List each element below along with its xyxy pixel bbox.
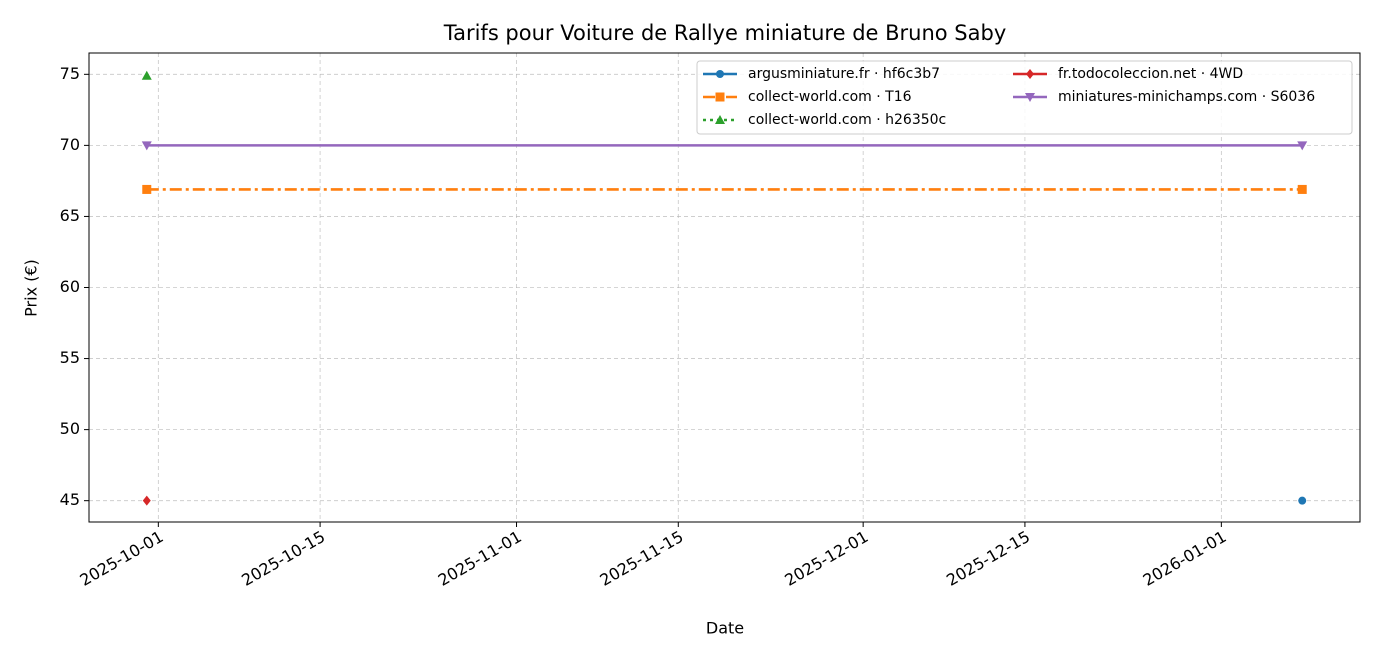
marker (1298, 496, 1307, 505)
legend-marker (716, 70, 724, 78)
x-tick-label: 2025-10-01 (77, 527, 167, 590)
x-axis-label: Date (706, 619, 744, 638)
plot-frame (88, 52, 1361, 523)
x-tick-label: 2026-01-01 (1140, 527, 1230, 590)
y-tick-label: 75 (60, 64, 80, 83)
marker (141, 141, 152, 151)
legend-marker (1025, 93, 1035, 102)
x-tick-label: 2025-11-15 (597, 527, 687, 590)
x-tick-label: 2025-12-01 (781, 527, 871, 590)
y-tick-label: 55 (60, 348, 80, 367)
legend-label: miniatures-minichamps.com · S6036 (1058, 89, 1315, 105)
x-tick-label: 2025-11-01 (435, 527, 525, 590)
legend-marker (715, 115, 725, 124)
marker (1297, 184, 1307, 194)
legend-label: fr.todocoleccion.net · 4WD (1058, 66, 1243, 82)
legend: argusminiature.fr · hf6c3b7 collect-world… (696, 60, 1353, 135)
marker (142, 495, 151, 506)
legend-label: collect-world.com · T16 (748, 89, 912, 105)
marker (142, 184, 152, 194)
marker (1297, 141, 1308, 151)
y-tick-label: 65 (60, 206, 80, 225)
marker (141, 70, 152, 80)
y-tick-label: 50 (60, 419, 80, 438)
x-tick-label: 2025-10-15 (238, 527, 328, 590)
legend-marker (715, 92, 725, 102)
x-tick-label: 2025-12-15 (943, 527, 1033, 590)
y-tick-label: 70 (60, 135, 80, 154)
legend-marker (1026, 69, 1034, 79)
y-tick-label: 45 (60, 490, 80, 509)
y-axis-label: Prix (€) (22, 259, 41, 317)
legend-label: collect-world.com · h26350c (748, 112, 946, 128)
chart-title: Tarifs pour Voiture de Rallye miniature … (443, 21, 1007, 45)
legend-label: argusminiature.fr · hf6c3b7 (748, 66, 940, 82)
y-tick-label: 60 (60, 277, 80, 296)
